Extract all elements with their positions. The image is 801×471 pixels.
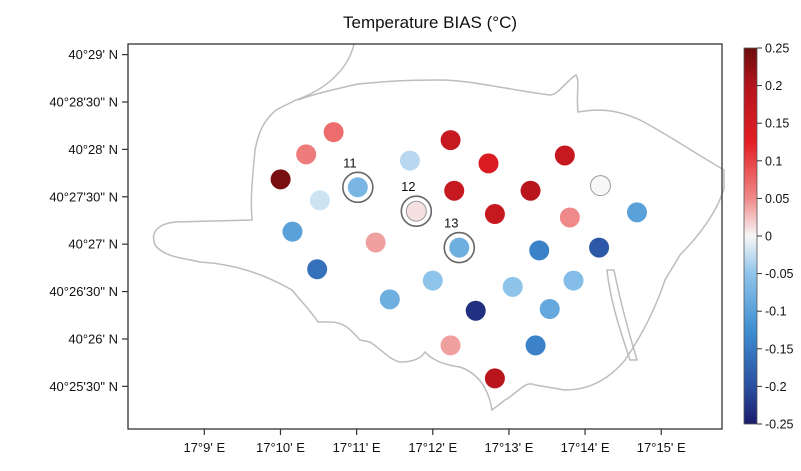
- colorbar-tick-label: -0.15: [765, 342, 794, 356]
- y-tick-label: 40°27'30" N: [49, 189, 118, 204]
- station-point: [465, 300, 486, 321]
- station-point: [270, 169, 291, 190]
- station-points: 11 12 13: [270, 122, 648, 389]
- station-label: 13: [444, 216, 458, 231]
- x-tick-label: 17°9' E: [183, 440, 225, 455]
- station-label: 11: [343, 155, 357, 170]
- station-point: [440, 130, 461, 151]
- colorbar-tick-label: 0.25: [765, 42, 789, 56]
- station-point: [405, 200, 427, 222]
- station-point: [399, 150, 420, 171]
- station-point: [563, 270, 584, 291]
- station-highlight-ring: [443, 231, 476, 264]
- y-tick-label: 40°28'30" N: [49, 95, 118, 110]
- station-point: [559, 207, 580, 228]
- colorbar-tick-label: 0: [765, 230, 772, 244]
- colorbar-ticks: 0.25 0.2 0.15 0.1 0.05 0 -0.05 -0.1 -0.15 -0.2 -0.…: [757, 42, 794, 432]
- station-point: [444, 180, 465, 201]
- chart-title: Temperature BIAS (°C): [343, 13, 517, 32]
- station-point: [554, 145, 575, 166]
- station-point: [422, 270, 443, 291]
- station-point: [365, 232, 386, 253]
- station-point: [309, 190, 330, 211]
- colorbar-tick-label: -0.2: [765, 380, 787, 394]
- station-point: [529, 240, 550, 261]
- station-point: [379, 289, 400, 310]
- peninsula: [606, 269, 639, 361]
- station-point: [440, 335, 461, 356]
- plot-frame: [127, 43, 723, 430]
- station-point: [307, 259, 328, 280]
- station-point: [520, 180, 541, 201]
- coastline: [152, 43, 725, 412]
- station-highlight-ring: [400, 195, 433, 227]
- station-point: [323, 122, 344, 143]
- x-tick-label: 17°14' E: [561, 440, 610, 455]
- colorbar: [743, 47, 758, 425]
- station-point: [296, 144, 317, 165]
- station-point: [484, 204, 505, 225]
- station-point: [484, 368, 505, 389]
- station-point: [589, 175, 611, 197]
- x-tick-label: 17°12' E: [408, 440, 457, 455]
- station-point: [282, 221, 303, 242]
- x-tick-label: 17°13' E: [484, 440, 533, 455]
- axis-ticks: 17°9' E 17°10' E 17°11' E 17°12' E 17°13' E 1…: [49, 47, 686, 455]
- station-label: 12: [401, 179, 415, 194]
- colorbar-tick-label: 0.05: [765, 192, 789, 206]
- station-point: [449, 237, 470, 258]
- y-tick-label: 40°26' N: [68, 331, 118, 346]
- station-point: [502, 276, 523, 297]
- y-tick-label: 40°27' N: [68, 237, 118, 252]
- station-point: [525, 335, 546, 356]
- y-tick-label: 40°25'30" N: [49, 379, 118, 394]
- station-point: [589, 237, 610, 258]
- y-tick-label: 40°28' N: [68, 142, 118, 157]
- colorbar-tick-label: 0.2: [765, 79, 782, 93]
- station-point: [478, 153, 499, 174]
- x-tick-label: 17°15' E: [637, 440, 686, 455]
- colorbar-tick-label: -0.05: [765, 267, 794, 281]
- station-point: [347, 177, 368, 198]
- x-tick-label: 17°11' E: [333, 440, 381, 455]
- station-point: [627, 202, 648, 223]
- colorbar-tick-label: -0.1: [765, 305, 787, 319]
- station-point: [539, 299, 560, 320]
- y-tick-label: 40°26'30" N: [49, 284, 118, 299]
- x-tick-label: 17°10' E: [256, 440, 305, 455]
- y-tick-label: 40°29' N: [68, 47, 118, 62]
- colorbar-tick-label: -0.25: [765, 418, 794, 432]
- colorbar-tick-label: 0.1: [765, 154, 782, 168]
- station-highlight-ring: [342, 171, 374, 204]
- colorbar-tick-label: 0.15: [765, 117, 789, 131]
